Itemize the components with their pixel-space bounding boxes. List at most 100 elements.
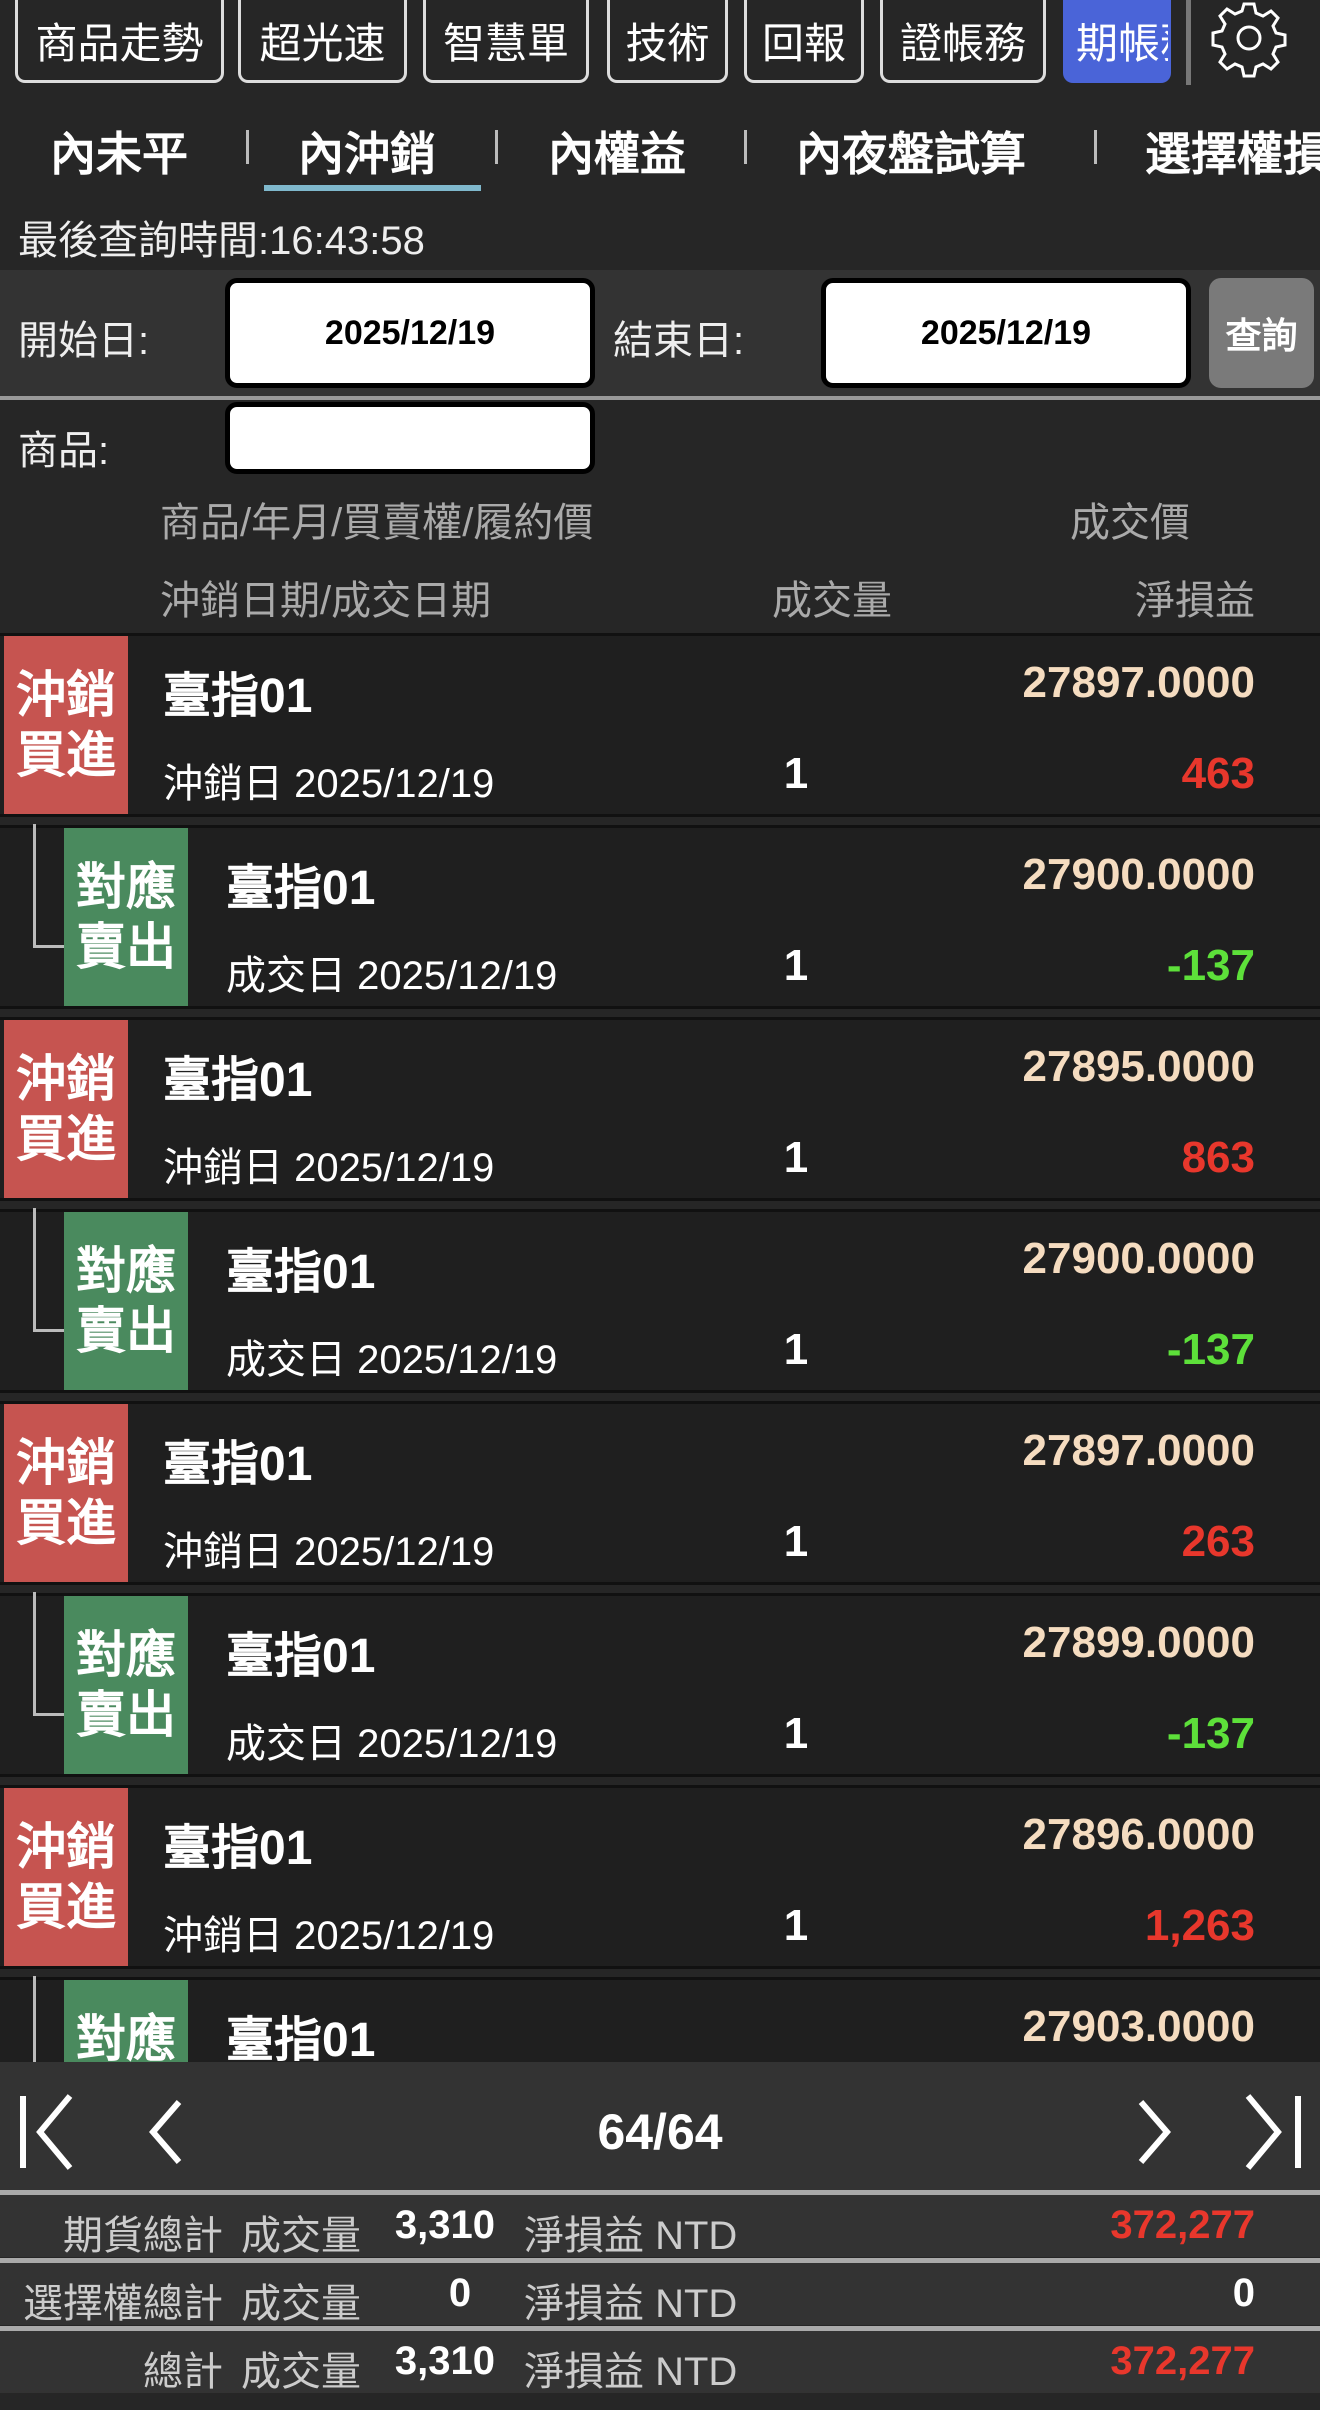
page-indicator: 64/64 <box>597 2104 723 2160</box>
trade-date: 沖銷日 2025/12/19 <box>163 1914 495 1958</box>
summary-pnl: 372,277 <box>1110 2339 1255 2383</box>
summary-label: 期貨總計 <box>63 2214 223 2258</box>
product-name: 臺指01 <box>226 1246 376 1299</box>
start-date-input[interactable]: 2025/12/19 <box>225 278 595 388</box>
tab-open-positions[interactable]: 內未平 <box>50 128 188 180</box>
next-page-icon[interactable] <box>1135 2092 1175 2183</box>
net-pnl: 1,263 <box>1144 1901 1255 1950</box>
tab-divider <box>1094 130 1097 164</box>
trade-date: 成交日 2025/12/19 <box>226 1338 558 1382</box>
pagination: 64/64 <box>0 2062 1320 2190</box>
net-pnl: 863 <box>1181 1133 1255 1182</box>
top-nav-report[interactable]: 回報 <box>744 0 864 83</box>
summary-row: 期貨總計 成交量 3,310 淨損益 NTD 372,277 <box>0 2195 1320 2258</box>
offset-trade-row[interactable]: 沖銷買進 臺指01 沖銷日 2025/12/19 1 27896.0000 1,… <box>0 1785 1320 1969</box>
matched-trade-row[interactable]: 對應賣出 臺指01 27903.0000 <box>0 1976 1320 2062</box>
trade-qty: 1 <box>783 1133 809 1182</box>
trade-price: 27897.0000 <box>1022 658 1255 707</box>
product-name: 臺指01 <box>163 1438 313 1491</box>
nav-divider <box>1186 0 1191 85</box>
top-nav-smart-order[interactable]: 智慧單 <box>423 0 589 83</box>
trade-price: 27896.0000 <box>1022 1810 1255 1859</box>
top-nav-futures-account[interactable]: 期帳務 <box>1063 0 1171 83</box>
summary-row: 選擇權總計 成交量 0 淨損益 NTD 0 <box>0 2263 1320 2326</box>
sell-badge: 對應賣出 <box>64 828 188 1006</box>
tab-options-pnl[interactable]: 選擇權損 <box>1145 128 1320 180</box>
trade-price: 27899.0000 <box>1022 1618 1255 1667</box>
top-nav-speed[interactable]: 超光速 <box>238 0 407 83</box>
divider <box>0 2190 1320 2195</box>
tab-offset[interactable]: 內沖銷 <box>298 128 436 180</box>
tree-connector <box>33 1592 64 1716</box>
last-page-icon[interactable] <box>1240 2092 1306 2183</box>
last-query-time: 最後查詢時間:16:43:58 <box>18 219 425 263</box>
summary-qty: 3,310 <box>394 2339 495 2383</box>
tab-divider <box>495 130 498 164</box>
summary-pnl: 0 <box>1232 2271 1255 2315</box>
product-name: 臺指01 <box>226 862 376 915</box>
date-filter-bar: 開始日: 2025/12/19 結束日: 2025/12/19 查詢 <box>0 270 1320 396</box>
offset-trade-row[interactable]: 沖銷買進 臺指01 沖銷日 2025/12/19 1 27897.0000 26… <box>0 1401 1320 1585</box>
tab-equity[interactable]: 內權益 <box>548 128 686 180</box>
net-pnl: -137 <box>1166 1325 1255 1374</box>
offset-trade-row[interactable]: 沖銷買進 臺指01 沖銷日 2025/12/19 1 27895.0000 86… <box>0 1017 1320 1201</box>
trade-price: 27903.0000 <box>1022 2002 1255 2051</box>
trade-price: 27900.0000 <box>1022 1234 1255 1283</box>
tree-connector <box>33 824 64 948</box>
top-nav-securities-account[interactable]: 證帳務 <box>880 0 1046 83</box>
offset-trade-row[interactable]: 沖銷買進 臺指01 沖銷日 2025/12/19 1 27897.0000 46… <box>0 633 1320 817</box>
trade-date: 沖銷日 2025/12/19 <box>163 1146 495 1190</box>
sell-badge: 對應賣出 <box>64 1980 188 2062</box>
summary-label: 總計 <box>143 2350 223 2394</box>
header-price: 成交價 <box>1070 501 1190 545</box>
header-date: 沖銷日期/成交日期 <box>160 579 492 623</box>
buy-badge: 沖銷買進 <box>4 1020 128 1198</box>
summary-label: 選擇權總計 <box>23 2282 223 2326</box>
trade-qty: 1 <box>783 1901 809 1950</box>
summary-qty: 0 <box>448 2271 472 2315</box>
tab-divider <box>744 130 747 164</box>
divider <box>0 2258 1320 2263</box>
buy-badge: 沖銷買進 <box>4 1788 128 1966</box>
trade-qty: 1 <box>783 749 809 798</box>
net-pnl: -137 <box>1166 1709 1255 1758</box>
prev-page-icon[interactable] <box>145 2092 185 2183</box>
net-pnl: 263 <box>1181 1517 1255 1566</box>
product-name: 臺指01 <box>163 1822 313 1875</box>
query-button[interactable]: 查詢 <box>1209 278 1314 388</box>
top-nav-technical[interactable]: 技術 <box>607 0 728 83</box>
product-name: 臺指01 <box>226 1630 376 1683</box>
header-pnl: 淨損益 <box>1135 579 1255 623</box>
summary-qty-label: 成交量 <box>241 2282 361 2326</box>
trade-qty: 1 <box>783 1517 809 1566</box>
summary-pnl-label: 淨損益 NTD <box>524 2214 738 2258</box>
end-date-label: 結束日: <box>613 319 745 363</box>
matched-trade-row[interactable]: 對應賣出 臺指01 成交日 2025/12/19 1 27900.0000 -1… <box>0 1208 1320 1393</box>
trade-date: 成交日 2025/12/19 <box>226 954 558 998</box>
sell-badge: 對應賣出 <box>64 1596 188 1774</box>
summary-pnl-label: 淨損益 NTD <box>524 2282 738 2326</box>
summary-row: 總計 成交量 3,310 淨損益 NTD 372,277 <box>0 2331 1320 2394</box>
summary-qty-label: 成交量 <box>241 2214 361 2258</box>
top-nav-trend[interactable]: 商品走勢 <box>15 0 224 83</box>
trade-price: 27897.0000 <box>1022 1426 1255 1475</box>
product-input[interactable] <box>225 402 595 474</box>
tab-night-session[interactable]: 內夜盤試算 <box>796 128 1026 180</box>
matched-trade-row[interactable]: 對應賣出 臺指01 成交日 2025/12/19 1 27900.0000 -1… <box>0 824 1320 1009</box>
first-page-icon[interactable] <box>18 2092 84 2183</box>
summary-qty-label: 成交量 <box>241 2350 361 2394</box>
divider <box>0 396 1320 400</box>
product-name: 臺指01 <box>163 1054 313 1107</box>
tree-connector <box>33 1208 64 1332</box>
trade-price: 27895.0000 <box>1022 1042 1255 1091</box>
header-product: 商品/年月/買賣權/履約價 <box>160 501 594 545</box>
summary-pnl: 372,277 <box>1110 2203 1255 2247</box>
offset-list: 沖銷買進 臺指01 沖銷日 2025/12/19 1 27897.0000 46… <box>0 630 1320 2062</box>
buy-badge: 沖銷買進 <box>4 636 128 814</box>
matched-trade-row[interactable]: 對應賣出 臺指01 成交日 2025/12/19 1 27899.0000 -1… <box>0 1592 1320 1777</box>
summary-qty: 3,310 <box>394 2203 495 2247</box>
end-date-input[interactable]: 2025/12/19 <box>821 278 1191 388</box>
gear-icon[interactable] <box>1206 0 1292 80</box>
trade-qty: 1 <box>783 941 809 990</box>
product-name: 臺指01 <box>226 2014 376 2062</box>
